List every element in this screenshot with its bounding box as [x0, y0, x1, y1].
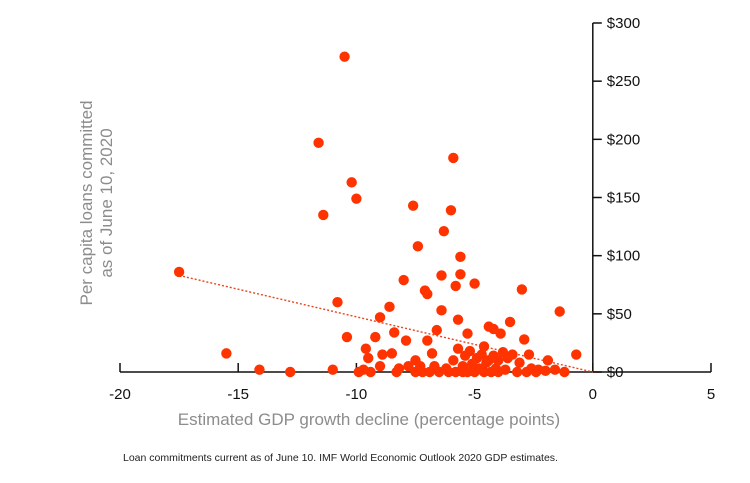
data-point: [542, 355, 554, 366]
data-point: [403, 360, 414, 372]
data-point: [173, 266, 185, 278]
data-point: [549, 364, 561, 375]
data-point: [313, 137, 324, 149]
data-point: [386, 348, 398, 359]
x-tick-label: -10: [346, 386, 368, 403]
data-point: [398, 274, 409, 286]
data-point: [422, 335, 433, 346]
data-point: [519, 334, 530, 345]
x-tick-label: 5: [707, 386, 715, 403]
data-point: [464, 345, 476, 357]
y-axis-title-line-2: as of June 10, 2020: [97, 128, 116, 277]
data-point: [523, 349, 535, 360]
data-point: [221, 348, 232, 359]
data-point: [476, 349, 487, 360]
data-point: [426, 348, 438, 359]
data-point: [540, 365, 551, 377]
data-point: [327, 364, 338, 375]
data-point: [452, 314, 464, 325]
data-point: [318, 209, 329, 221]
data-point: [514, 357, 525, 368]
data-point: [436, 305, 447, 316]
data-point: [511, 366, 523, 378]
trendline-group: [178, 274, 593, 373]
data-point: [500, 364, 511, 375]
x-tick-label: 0: [589, 386, 597, 403]
x-tick-label: -15: [227, 386, 249, 403]
data-point: [346, 177, 357, 188]
data-point: [438, 226, 450, 237]
y-axis-title-line-1: Per capita loans committed: [77, 100, 96, 305]
y-tick-label: $250: [607, 73, 640, 90]
data-point: [389, 327, 400, 338]
data-point: [452, 343, 464, 354]
x-tick-label: -20: [109, 386, 131, 403]
x-tick-label: -5: [468, 386, 481, 403]
data-point: [422, 288, 433, 300]
data-point: [384, 301, 395, 313]
data-point: [374, 312, 386, 323]
data-point: [407, 200, 419, 211]
y-axis: $0$50$100$150$200$250$300: [592, 15, 640, 381]
data-point: [478, 341, 490, 352]
data-point: [341, 331, 353, 343]
data-point: [377, 349, 388, 360]
data-point: [455, 269, 466, 280]
trendline: [178, 274, 593, 373]
data-point: [554, 306, 565, 317]
data-point: [455, 251, 466, 263]
data-point: [507, 349, 518, 360]
y-axis-title: Per capita loans committed as of June 10…: [77, 100, 116, 305]
y-tick-label: $150: [607, 190, 640, 207]
data-point: [365, 366, 376, 378]
data-point: [495, 328, 506, 339]
y-tick-label: $50: [607, 306, 632, 323]
data-point: [559, 366, 570, 378]
data-point: [351, 193, 362, 204]
data-point: [493, 355, 504, 366]
data-point: [332, 297, 343, 308]
data-point: [462, 328, 473, 339]
y-tick-label: $200: [607, 131, 640, 148]
data-point: [400, 335, 412, 346]
data-point: [360, 343, 372, 354]
data-point: [504, 316, 516, 328]
data-point: [374, 360, 386, 372]
data-point: [445, 205, 457, 216]
data-point: [431, 324, 442, 336]
x-axis-title: Estimated GDP growth decline (percentage…: [178, 410, 560, 429]
data-point: [571, 349, 582, 360]
y-tick-label: $100: [607, 248, 640, 265]
data-point: [450, 280, 461, 292]
data-point: [370, 331, 381, 343]
data-point: [448, 355, 459, 366]
data-point: [469, 278, 480, 289]
chart-caption: Loan commitments current as of June 10. …: [123, 452, 558, 464]
data-point: [448, 152, 459, 164]
data-point: [516, 284, 528, 295]
data-points: [173, 51, 582, 378]
data-point: [436, 270, 447, 281]
data-point: [393, 363, 405, 374]
data-point: [363, 352, 374, 364]
data-point: [339, 51, 350, 62]
data-point: [412, 241, 424, 252]
data-point: [285, 366, 296, 378]
data-point: [254, 364, 265, 375]
y-tick-label: $300: [607, 15, 640, 32]
